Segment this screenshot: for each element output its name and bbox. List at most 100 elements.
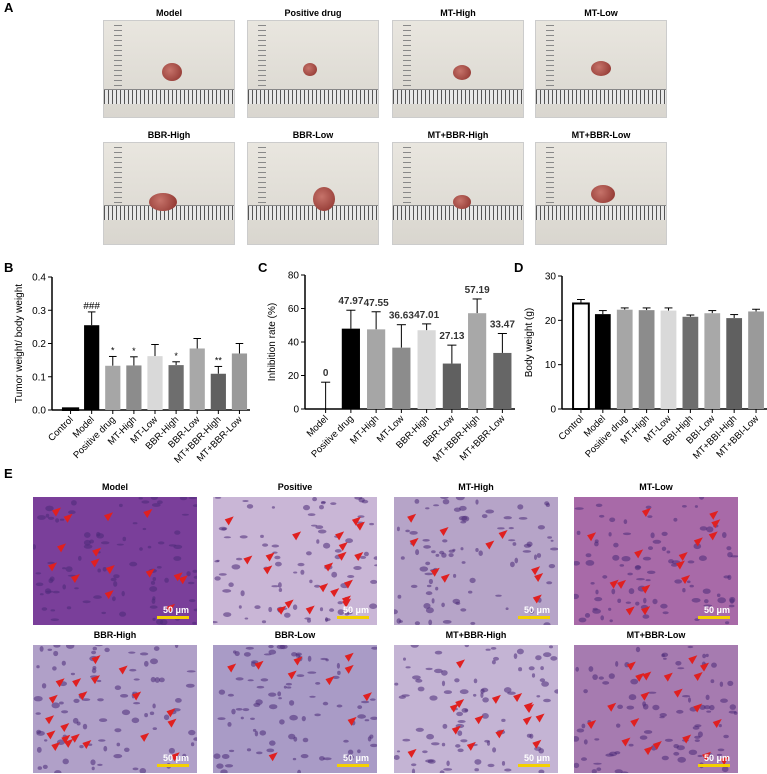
nucleus bbox=[302, 737, 309, 743]
nucleus bbox=[120, 694, 129, 698]
red-arrow-icon bbox=[635, 672, 645, 682]
nucleus bbox=[231, 564, 241, 570]
red-arrow-icon bbox=[337, 551, 347, 561]
scale-bar bbox=[337, 616, 369, 619]
scale-bar-label: 50 μm bbox=[523, 753, 550, 763]
nucleus bbox=[238, 605, 242, 609]
nucleus bbox=[187, 581, 195, 585]
nucleus bbox=[150, 497, 158, 500]
nucleus bbox=[357, 749, 361, 754]
nucleus bbox=[480, 692, 484, 698]
nucleus bbox=[442, 539, 448, 543]
scale-bar bbox=[518, 616, 550, 619]
y-tick-label: 0 bbox=[293, 405, 299, 416]
nucleus bbox=[642, 614, 650, 619]
nucleus bbox=[574, 593, 579, 600]
red-arrow-icon bbox=[118, 665, 128, 675]
nucleus bbox=[615, 661, 619, 667]
nucleus bbox=[583, 689, 588, 694]
nucleus bbox=[614, 769, 623, 773]
nucleus bbox=[697, 754, 703, 758]
red-arrow-icon bbox=[335, 531, 345, 541]
nucleus bbox=[431, 598, 435, 604]
nucleus bbox=[628, 743, 634, 747]
nucleus bbox=[70, 672, 75, 676]
nucleus bbox=[221, 754, 230, 759]
histology-image: 50 μm bbox=[574, 645, 738, 773]
nucleus bbox=[278, 588, 283, 592]
nucleus bbox=[396, 526, 400, 532]
nucleus bbox=[727, 574, 732, 580]
nucleus bbox=[192, 569, 197, 573]
nucleus bbox=[548, 564, 556, 569]
nucleus bbox=[429, 695, 438, 701]
nucleus bbox=[227, 693, 234, 697]
nucleus bbox=[652, 539, 662, 544]
red-arrow-icon bbox=[91, 655, 101, 665]
nucleus bbox=[592, 674, 598, 680]
nucleus bbox=[689, 584, 694, 588]
nucleus bbox=[39, 593, 44, 596]
red-arrow-icon bbox=[78, 691, 88, 701]
nucleus bbox=[523, 543, 532, 548]
bar bbox=[84, 325, 100, 410]
nucleus bbox=[687, 560, 695, 564]
red-arrow-icon bbox=[640, 691, 650, 701]
nucleus bbox=[419, 566, 429, 572]
nucleus bbox=[61, 710, 69, 714]
histology-caption: BBR-High bbox=[93, 630, 137, 640]
red-arrow-icon bbox=[409, 537, 419, 547]
nucleus bbox=[336, 704, 343, 708]
photo-caption: Model bbox=[156, 8, 182, 18]
nucleus bbox=[441, 670, 448, 676]
nucleus bbox=[698, 555, 707, 561]
tumor-photo bbox=[247, 142, 379, 245]
y-axis-label: Body weight (g) bbox=[524, 308, 535, 377]
significance-mark: * bbox=[132, 346, 136, 356]
nucleus bbox=[297, 562, 305, 567]
nucleus bbox=[622, 532, 632, 536]
nucleus bbox=[422, 539, 430, 542]
histology-image: 50 μm bbox=[213, 497, 377, 625]
nucleus bbox=[664, 738, 673, 742]
data-label: 47.01 bbox=[414, 310, 439, 321]
red-arrow-icon bbox=[641, 584, 651, 594]
red-arrow-icon bbox=[693, 703, 703, 713]
x-tick-label: MT+BBR-Low bbox=[458, 413, 508, 463]
scale-bar bbox=[518, 764, 550, 767]
nucleus bbox=[321, 501, 326, 504]
nucleus bbox=[594, 541, 599, 547]
tumor bbox=[591, 61, 611, 76]
nucleus bbox=[61, 660, 66, 666]
red-arrow-icon bbox=[145, 568, 155, 578]
nucleus bbox=[361, 499, 369, 504]
nucleus bbox=[303, 504, 310, 511]
nucleus bbox=[602, 575, 608, 579]
red-arrow-icon bbox=[90, 675, 100, 685]
nucleus bbox=[168, 747, 175, 754]
nucleus bbox=[72, 717, 79, 724]
red-arrow-icon bbox=[708, 531, 718, 541]
nucleus bbox=[176, 610, 184, 613]
nucleus bbox=[182, 753, 187, 759]
nucleus bbox=[688, 697, 691, 703]
panel-label-e: E bbox=[4, 466, 13, 481]
nucleus bbox=[354, 497, 363, 500]
nucleus bbox=[361, 700, 370, 704]
nucleus bbox=[357, 705, 363, 709]
red-arrow-icon bbox=[343, 579, 353, 589]
red-arrow-icon bbox=[330, 588, 340, 598]
nucleus bbox=[704, 599, 709, 604]
nucleus bbox=[716, 593, 721, 598]
nucleus bbox=[547, 536, 552, 539]
x-tick-label: Control bbox=[557, 413, 586, 442]
nucleus bbox=[307, 513, 316, 516]
nucleus bbox=[251, 660, 259, 664]
nucleus bbox=[138, 497, 143, 500]
panel-label-a: A bbox=[4, 0, 14, 15]
nucleus bbox=[179, 497, 188, 501]
nucleus bbox=[620, 771, 629, 773]
nucleus bbox=[152, 727, 157, 730]
nucleus bbox=[455, 744, 461, 748]
